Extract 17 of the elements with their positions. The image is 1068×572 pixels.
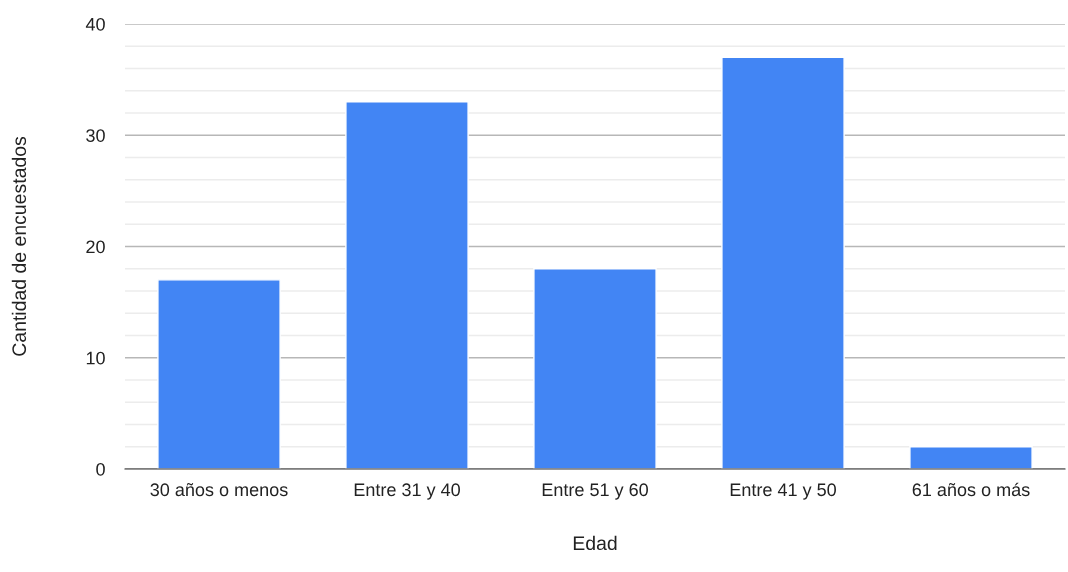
x-tick-label: Entre 41 y 50 bbox=[730, 483, 836, 500]
y-tick-label: 20 bbox=[86, 240, 105, 254]
bar bbox=[345, 101, 469, 469]
y-tick-label: 10 bbox=[86, 351, 105, 365]
y-tick-label: 30 bbox=[86, 129, 105, 142]
x-tick-label: 61 años o más bbox=[912, 482, 1030, 497]
x-tick-label: 30 años o menos bbox=[150, 483, 288, 497]
bar bbox=[909, 446, 1033, 469]
x-tick-label: Entre 51 y 60 bbox=[542, 483, 648, 500]
bar bbox=[721, 56, 845, 469]
y-tick-label: 40 bbox=[85, 17, 105, 31]
x-axis-title: Edad bbox=[573, 535, 617, 551]
x-tick-label: Entre 31 y 40 bbox=[354, 483, 460, 500]
bar bbox=[533, 268, 657, 469]
y-axis-title: Cantidad de encuestados bbox=[11, 136, 27, 356]
bar bbox=[157, 279, 281, 469]
y-tick-label: 0 bbox=[96, 462, 105, 476]
